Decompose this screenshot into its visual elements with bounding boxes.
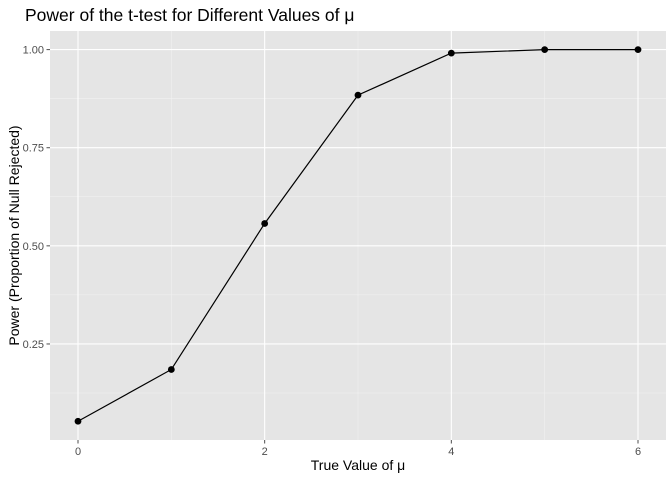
data-point — [634, 46, 642, 54]
y-tick-label: 0.75 — [23, 143, 44, 155]
major-gridlines — [50, 31, 666, 440]
x-tick-labels: 0 2 4 6 — [75, 446, 641, 458]
axis-ticks — [46, 49, 639, 444]
x-tick-label: 4 — [448, 446, 454, 458]
data-point — [541, 46, 549, 54]
data-point — [167, 366, 175, 373]
y-axis-title: Power (Proportion of Null Rejected) — [6, 125, 22, 345]
series-points — [74, 46, 642, 425]
x-tick-label: 0 — [75, 446, 81, 458]
data-point — [447, 49, 455, 57]
y-tick-label: 1.00 — [23, 45, 44, 57]
chart-title: Power of the t-test for Different Values… — [25, 5, 354, 25]
minor-gridlines — [50, 31, 666, 440]
data-point — [261, 220, 269, 227]
y-tick-labels: 0.25 0.50 0.75 1.00 — [23, 45, 44, 351]
x-tick-label: 6 — [635, 446, 641, 458]
data-point — [74, 417, 82, 425]
data-point — [354, 91, 362, 99]
x-tick-label: 2 — [262, 446, 268, 458]
y-tick-label: 0.50 — [23, 241, 44, 253]
y-tick-label: 0.25 — [23, 339, 44, 351]
x-axis-title: True Value of μ — [311, 457, 405, 473]
